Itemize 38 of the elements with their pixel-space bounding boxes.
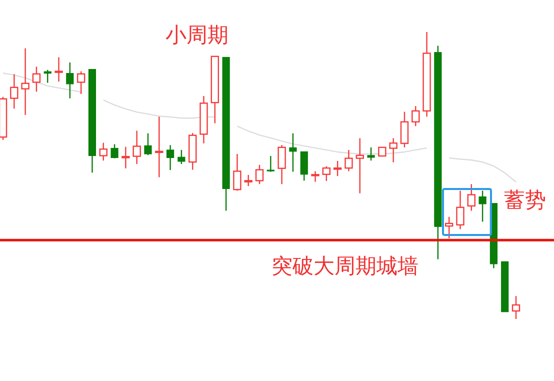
candlestick — [444, 216, 454, 239]
candlestick — [300, 151, 308, 182]
candlestick — [233, 153, 242, 192]
candlestick — [132, 130, 141, 165]
candlestick — [311, 170, 320, 182]
candlestick — [322, 166, 331, 182]
candlestick — [367, 146, 375, 162]
candlestick — [344, 149, 353, 172]
candlestick — [99, 142, 108, 162]
annotation: 蓄势 — [504, 189, 546, 212]
candlestick — [21, 48, 30, 116]
candlestick — [110, 144, 118, 159]
candlestick — [122, 146, 130, 169]
annotation: 小周期 — [166, 24, 228, 47]
candlestick — [412, 105, 420, 127]
candlestick — [32, 66, 41, 92]
candlestick — [144, 132, 152, 156]
candlestick — [76, 70, 86, 95]
annotation: 突破大周期城墙 — [272, 255, 418, 278]
candlestick — [266, 155, 274, 172]
candlestick — [456, 190, 464, 230]
candlestick — [467, 184, 476, 212]
candlestick — [478, 190, 486, 222]
candlestick — [178, 149, 186, 165]
candlestick — [54, 56, 63, 82]
candlestick — [66, 62, 74, 99]
candlestick — [400, 111, 409, 148]
candlestick — [155, 116, 164, 178]
candlestick — [356, 138, 364, 194]
candlestick — [512, 295, 520, 320]
candlestick — [289, 132, 297, 172]
candlestick — [166, 144, 174, 171]
candlestick — [278, 144, 286, 185]
candlestick — [255, 164, 264, 185]
candlestick — [389, 138, 398, 163]
candlestick — [10, 74, 18, 110]
candlestick — [333, 160, 342, 177]
candlestick — [244, 174, 252, 187]
